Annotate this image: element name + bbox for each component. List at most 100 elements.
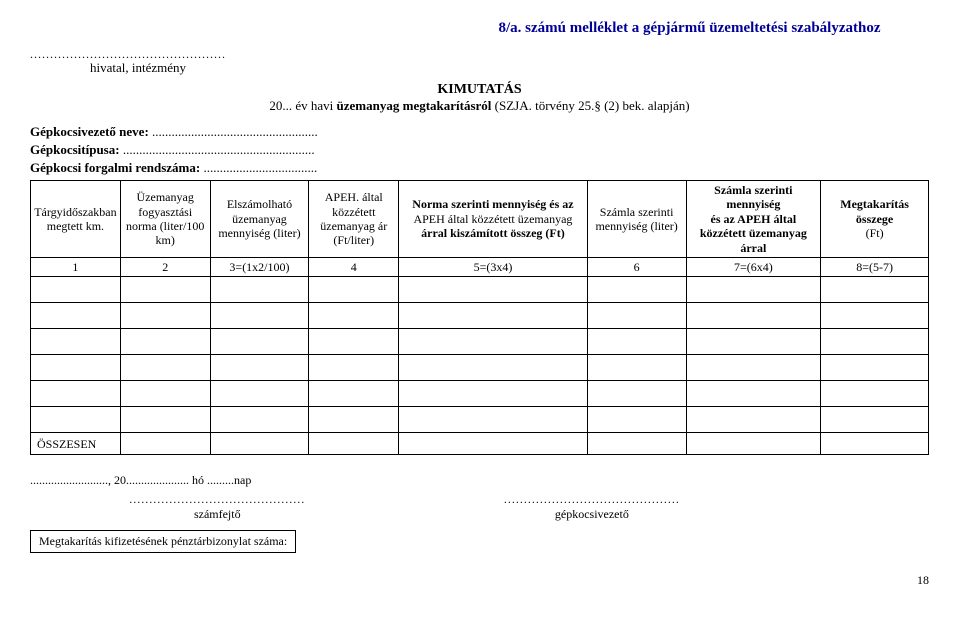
table-formula-cell: 8=(5-7) xyxy=(821,257,929,276)
table-cell xyxy=(309,303,399,329)
table-cell xyxy=(210,407,309,433)
table-formula-cell: 7=(6x4) xyxy=(686,257,821,276)
driver-name-dots: ........................................… xyxy=(152,124,318,139)
table-header-cell: Norma szerinti mennyiség és azAPEH által… xyxy=(399,181,588,258)
plate-row: Gépkocsi forgalmi rendszáma: ...........… xyxy=(30,160,929,176)
vehicle-type-dots: ........................................… xyxy=(123,142,315,157)
table-cell xyxy=(309,407,399,433)
table-header-row: Tárgyidőszakban megtett km.Üzemanyag fog… xyxy=(31,181,929,258)
table-cell xyxy=(309,329,399,355)
table-cell xyxy=(309,355,399,381)
table-cell xyxy=(31,303,121,329)
table-cell xyxy=(399,433,588,455)
table-cell xyxy=(120,303,210,329)
table-cell xyxy=(120,355,210,381)
table-cell xyxy=(587,329,686,355)
receipt-number-box: Megtakarítás kifizetésének pénztárbizony… xyxy=(30,530,296,553)
driver-name-label: Gépkocsivezető neve: xyxy=(30,124,149,139)
table-cell xyxy=(686,355,821,381)
table-cell xyxy=(587,277,686,303)
table-cell xyxy=(210,277,309,303)
table-cell xyxy=(309,277,399,303)
vehicle-type-label: Gépkocsitípusa: xyxy=(30,142,120,157)
table-cell xyxy=(821,329,929,355)
vehicle-type-row: Gépkocsitípusa: ........................… xyxy=(30,142,929,158)
table-cell xyxy=(210,355,309,381)
table-row xyxy=(31,329,929,355)
table-cell xyxy=(399,277,588,303)
table-cell xyxy=(399,407,588,433)
signature-col-2: ........................................… xyxy=(405,492,780,522)
table-row xyxy=(31,381,929,407)
table-cell xyxy=(686,381,821,407)
table-cell xyxy=(686,277,821,303)
table-cell xyxy=(120,381,210,407)
kimutatas-title: KIMUTATÁS xyxy=(30,82,929,98)
table-cell xyxy=(120,277,210,303)
table-cell xyxy=(399,355,588,381)
table-cell xyxy=(821,433,929,455)
sig1-label: számfejtő xyxy=(30,507,405,522)
table-header-cell: Üzemanyag fogyasztási norma (liter/100 k… xyxy=(120,181,210,258)
table-cell xyxy=(31,329,121,355)
table-cell xyxy=(587,407,686,433)
table-row xyxy=(31,355,929,381)
subtitle-bold: üzemanyag megtakarításról xyxy=(337,98,492,113)
sig1-dots: ........................................… xyxy=(30,492,405,507)
table-cell xyxy=(120,329,210,355)
table-header-cell: Számla szerinti mennyiség (liter) xyxy=(587,181,686,258)
signature-col-1: ........................................… xyxy=(30,492,405,522)
table-cell xyxy=(821,303,929,329)
page-number: 18 xyxy=(30,573,929,588)
table-cell xyxy=(309,433,399,455)
sig2-label: gépkocsivezető xyxy=(405,507,780,522)
table-formula-cell: 4 xyxy=(309,257,399,276)
table-row xyxy=(31,303,929,329)
table-cell xyxy=(120,433,210,455)
table-row xyxy=(31,407,929,433)
table-cell xyxy=(31,355,121,381)
table-formula-cell: 6 xyxy=(587,257,686,276)
table-cell xyxy=(686,329,821,355)
table-cell xyxy=(587,303,686,329)
table-cell xyxy=(31,277,121,303)
table-formula-cell: 3=(1x2/100) xyxy=(210,257,309,276)
driver-name-row: Gépkocsivezető neve: ...................… xyxy=(30,124,929,140)
data-table: Tárgyidőszakban megtett km.Üzemanyag fog… xyxy=(30,180,929,455)
table-cell xyxy=(210,433,309,455)
table-cell xyxy=(399,303,588,329)
table-cell xyxy=(686,303,821,329)
table-cell xyxy=(31,381,121,407)
subtitle-prefix: 20... év havi xyxy=(269,98,336,113)
plate-dots: ................................... xyxy=(203,160,317,175)
attachment-title: 8/a. számú melléklet a gépjármű üzemelte… xyxy=(30,20,929,37)
table-header-cell: Megtakarítás összege(Ft) xyxy=(821,181,929,258)
table-cell xyxy=(686,433,821,455)
table-cell xyxy=(399,329,588,355)
table-cell xyxy=(399,381,588,407)
table-cell xyxy=(821,407,929,433)
table-total-row: ÖSSZESEN xyxy=(31,433,929,455)
table-formula-cell: 1 xyxy=(31,257,121,276)
subtitle: 20... év havi üzemanyag megtakarításról … xyxy=(30,98,929,114)
table-cell xyxy=(210,329,309,355)
table-formula-row: 123=(1x2/100)45=(3x4)67=(6x4)8=(5-7) xyxy=(31,257,929,276)
table-formula-cell: 5=(3x4) xyxy=(399,257,588,276)
table-row xyxy=(31,277,929,303)
subtitle-suffix: (SZJA. törvény 25.§ (2) bek. alapján) xyxy=(491,98,689,113)
table-cell xyxy=(821,355,929,381)
table-header-cell: Tárgyidőszakban megtett km. xyxy=(31,181,121,258)
signature-row: ........................................… xyxy=(30,492,929,522)
table-header-cell: Elszámolható üzemanyag mennyiség (liter) xyxy=(210,181,309,258)
table-cell xyxy=(210,303,309,329)
table-header-cell: APEH. által közzétett üzemanyag ár (Ft/l… xyxy=(309,181,399,258)
table-cell xyxy=(821,277,929,303)
sig2-dots: ........................................… xyxy=(405,492,780,507)
table-cell xyxy=(587,433,686,455)
footer-date: .........................., 20..........… xyxy=(30,473,929,488)
table-cell xyxy=(309,381,399,407)
table-formula-cell: 2 xyxy=(120,257,210,276)
plate-label: Gépkocsi forgalmi rendszáma: xyxy=(30,160,200,175)
table-cell xyxy=(210,381,309,407)
table-header-cell: Számla szerinti mennyiségés az APEH álta… xyxy=(686,181,821,258)
